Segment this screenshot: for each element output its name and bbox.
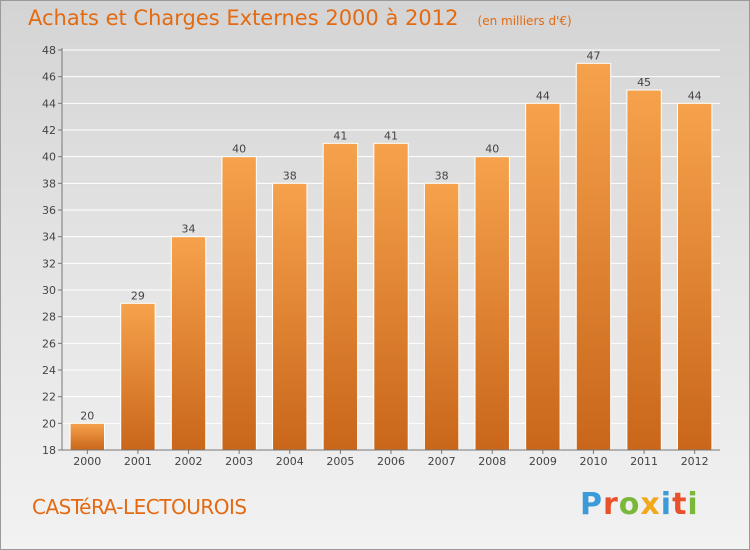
y-tick-label: 42 [42, 124, 56, 137]
data-label: 40 [232, 143, 246, 156]
x-tick-label: 2006 [377, 455, 405, 468]
logo-letter: o [618, 487, 641, 522]
labels: 18 20 22 24 26 28 30 32 34 36 38 40 42 44 46 48 20 2000 29… [42, 44, 709, 468]
y-tick-label: 36 [42, 204, 56, 217]
logo-letter: i [660, 487, 673, 522]
logo-letter: i [687, 487, 699, 522]
x-tick-label: 2009 [529, 455, 557, 468]
logo-letter: x [640, 487, 661, 522]
y-tick-label: 32 [42, 257, 56, 270]
data-label: 29 [131, 289, 145, 302]
data-label: 45 [637, 76, 651, 89]
chart-title: Achats et Charges Externes 2000 à 2012 [28, 6, 459, 30]
x-tick-label: 2010 [579, 455, 607, 468]
bar-2009 [525, 102, 561, 451]
data-label: 44 [536, 89, 550, 102]
logo-letter: P [580, 487, 603, 522]
data-label: 20 [80, 409, 94, 422]
bar-2010 [575, 62, 612, 451]
city-name: CASTéRA-LECTOUROIS [32, 495, 247, 519]
chart-header: Achats et Charges Externes 2000 à 2012 (… [28, 6, 572, 30]
y-tick-label: 22 [42, 391, 56, 404]
y-tick-label: 20 [42, 417, 56, 430]
bar-2007 [423, 182, 460, 451]
data-label: 41 [333, 129, 347, 142]
logo-letter: r [603, 487, 619, 522]
proxiti-logo: Proxiti [580, 487, 699, 522]
bar-2012 [676, 102, 713, 451]
data-label: 40 [485, 143, 499, 156]
data-label: 34 [182, 223, 196, 236]
x-tick-label: 2012 [681, 455, 709, 468]
data-label: 44 [688, 89, 702, 102]
logo-letter: t [672, 487, 688, 522]
bar-2004 [272, 182, 308, 451]
bar-2000 [69, 422, 106, 451]
y-tick-label: 46 [42, 71, 56, 84]
x-tick-label: 2007 [428, 455, 456, 468]
data-label: 38 [283, 169, 297, 182]
x-tick-label: 2003 [225, 455, 253, 468]
y-tick-label: 34 [42, 231, 56, 244]
data-label: 38 [435, 169, 449, 182]
y-tick-label: 44 [42, 97, 56, 110]
y-tick-label: 30 [42, 284, 56, 297]
y-tick-label: 38 [42, 177, 56, 190]
x-tick-label: 2002 [175, 455, 203, 468]
y-tick-label: 40 [42, 151, 56, 164]
bar-2005 [322, 142, 359, 451]
data-label: 41 [384, 129, 398, 142]
bar-2006 [373, 142, 409, 451]
y-tick-label: 26 [42, 337, 56, 350]
x-tick-label: 2001 [124, 455, 152, 468]
y-tick-label: 24 [42, 364, 56, 377]
x-tick-label: 2005 [326, 455, 354, 468]
data-label: 47 [586, 49, 600, 62]
bar-2003 [221, 156, 257, 451]
bar-2008 [474, 156, 510, 451]
chart-unit: (en milliers d'€) [477, 14, 572, 28]
x-tick-label: 2000 [73, 455, 101, 468]
bar-2001 [120, 302, 156, 451]
y-tick-label: 28 [42, 311, 56, 324]
bars [69, 62, 713, 451]
bar-2011 [626, 89, 662, 451]
y-tick-label: 48 [42, 44, 56, 57]
y-tick-label: 18 [42, 444, 56, 457]
x-tick-label: 2011 [630, 455, 658, 468]
x-tick-label: 2008 [478, 455, 506, 468]
x-tick-label: 2004 [276, 455, 304, 468]
bar-2002 [170, 236, 207, 451]
axes [58, 48, 720, 454]
